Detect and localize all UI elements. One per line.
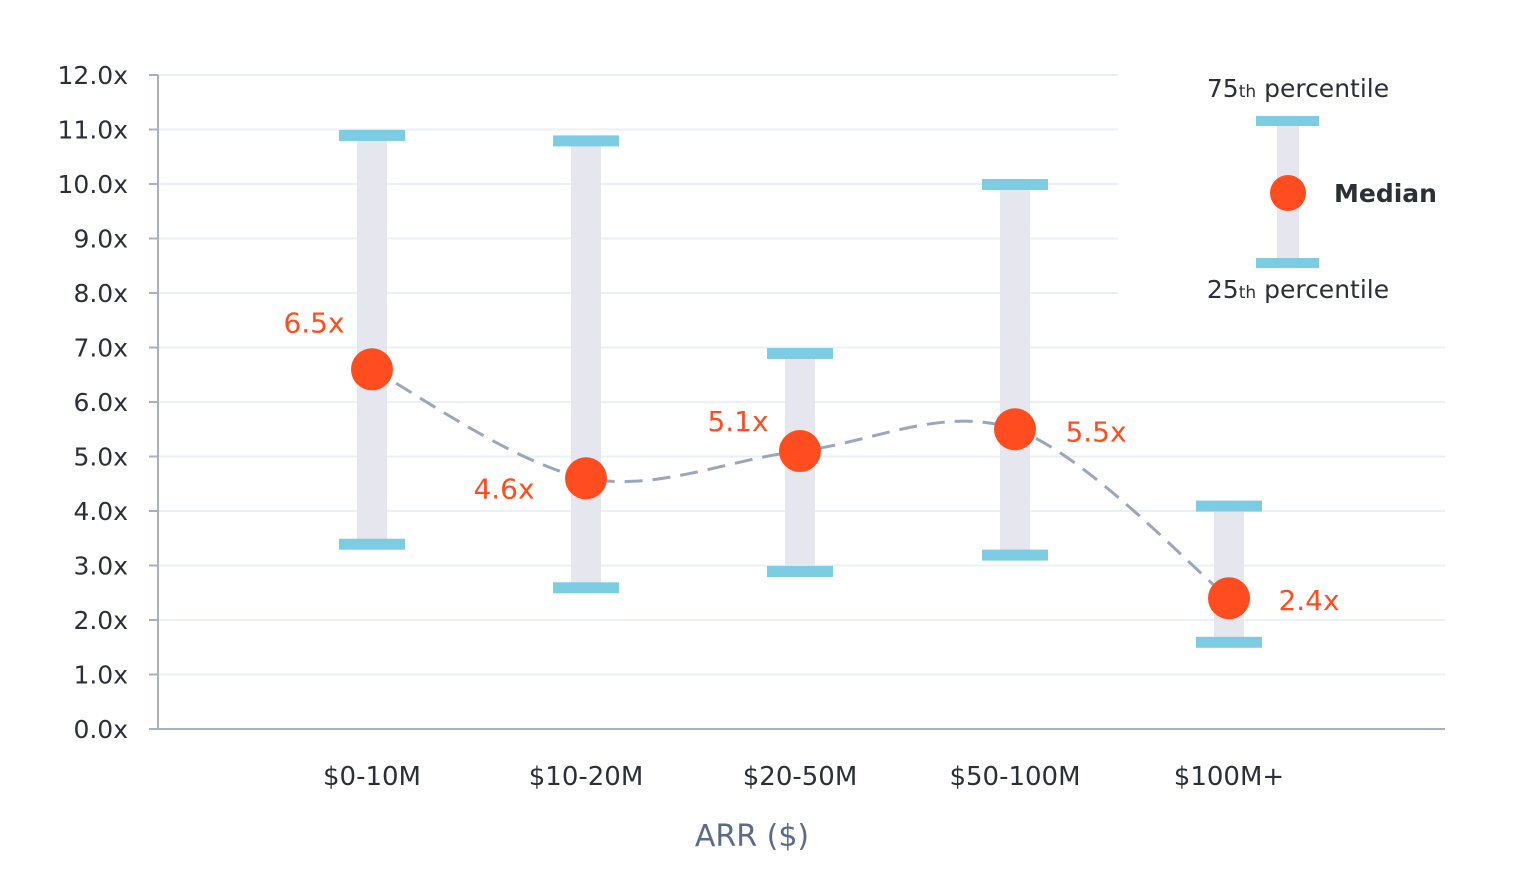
x-category-label: $50-100M [949, 762, 1080, 792]
x-category-label: $10-20M [529, 762, 644, 792]
legend-75th-label: 75th percentile [1207, 74, 1389, 103]
range-bar [1000, 184, 1030, 555]
median-dots [351, 348, 1250, 620]
range-bars [339, 129, 1262, 648]
median-data-label: 5.5x [1065, 415, 1126, 448]
y-tick-label: 6.0x [73, 388, 128, 417]
y-tick-label: 4.0x [73, 497, 128, 526]
data-labels: 6.5x 4.6x 5.1x 5.5x 2.4x [283, 306, 1339, 617]
lower-cap-25th [767, 565, 833, 577]
upper-cap-75th [553, 135, 619, 147]
median-dot [351, 348, 393, 391]
y-tick-label: 0.0x [73, 715, 128, 744]
y-tick-label: 3.0x [73, 552, 128, 581]
legend: 75th percentile Median 25th percentile [1207, 74, 1437, 304]
y-tick-label: 2.0x [73, 606, 128, 635]
lower-cap-25th [1196, 636, 1262, 648]
legend-75th-number: 75 [1207, 74, 1239, 103]
y-tick-label: 9.0x [73, 225, 128, 254]
upper-cap-75th [339, 129, 405, 141]
legend-75th-text: percentile [1256, 74, 1389, 103]
range-bar [571, 140, 601, 588]
median-data-label: 2.4x [1278, 584, 1339, 617]
x-category-label: $0-10M [323, 762, 421, 792]
axes: 0.0x 1.0x 2.0x 3.0x 4.0x 5.0x 6.0x 7.0x 8.0x 9.0x… [58, 61, 1445, 792]
upper-cap-75th [767, 347, 833, 359]
median-dot [994, 408, 1036, 451]
range-bar [1214, 505, 1244, 642]
y-tick-label: 8.0x [73, 279, 128, 308]
y-tick-label: 7.0x [73, 334, 128, 363]
legend-25th-suffix: th [1239, 283, 1256, 303]
y-tick-label: 10.0x [58, 170, 128, 199]
legend-median-label: Median [1334, 179, 1437, 208]
upper-cap-75th [1196, 500, 1262, 512]
y-tick-label: 11.0x [58, 116, 128, 145]
legend-25th-text: percentile [1256, 275, 1389, 304]
legend-bottom-cap [1256, 258, 1319, 268]
median-dot [779, 430, 821, 473]
median-dot [1208, 577, 1250, 620]
median-data-label: 6.5x [283, 306, 344, 339]
legend-25th-number: 25 [1207, 275, 1239, 304]
x-category-label: $20-50M [743, 762, 858, 792]
upper-cap-75th [982, 179, 1048, 190]
legend-top-cap [1256, 116, 1319, 126]
lower-cap-25th [553, 582, 619, 594]
y-tick-label: 12.0x [58, 61, 128, 90]
lower-cap-25th [339, 538, 405, 550]
y-tick-label: 1.0x [73, 661, 128, 690]
x-axis-title: ARR ($) [695, 819, 809, 854]
legend-75th-suffix: th [1239, 82, 1256, 102]
range-bar [357, 134, 387, 544]
median-data-label: 4.6x [473, 472, 534, 505]
legend-25th-label: 25th percentile [1207, 275, 1389, 304]
median-dot [565, 457, 607, 500]
legend-median-dot [1270, 175, 1306, 211]
median-data-label: 5.1x [707, 405, 768, 438]
y-tick-label: 5.0x [73, 443, 128, 472]
x-category-label: $100M+ [1174, 762, 1284, 792]
lower-cap-25th [982, 549, 1048, 561]
